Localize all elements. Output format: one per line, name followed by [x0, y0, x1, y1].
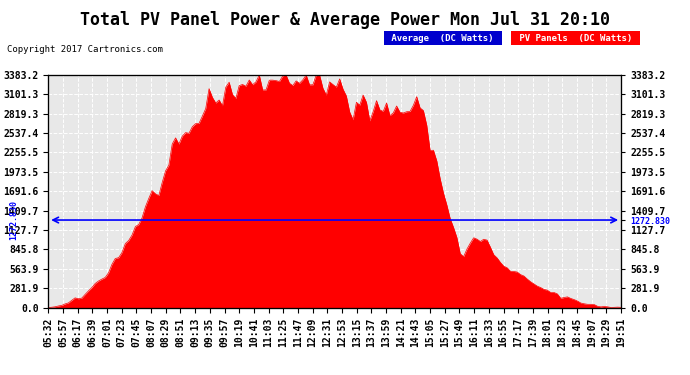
Text: PV Panels  (DC Watts): PV Panels (DC Watts): [514, 34, 638, 43]
Text: Copyright 2017 Cartronics.com: Copyright 2017 Cartronics.com: [7, 45, 163, 54]
Text: 1272.830: 1272.830: [10, 200, 19, 240]
Text: Average  (DC Watts): Average (DC Watts): [386, 34, 500, 43]
Text: Total PV Panel Power & Average Power Mon Jul 31 20:10: Total PV Panel Power & Average Power Mon…: [80, 11, 610, 29]
